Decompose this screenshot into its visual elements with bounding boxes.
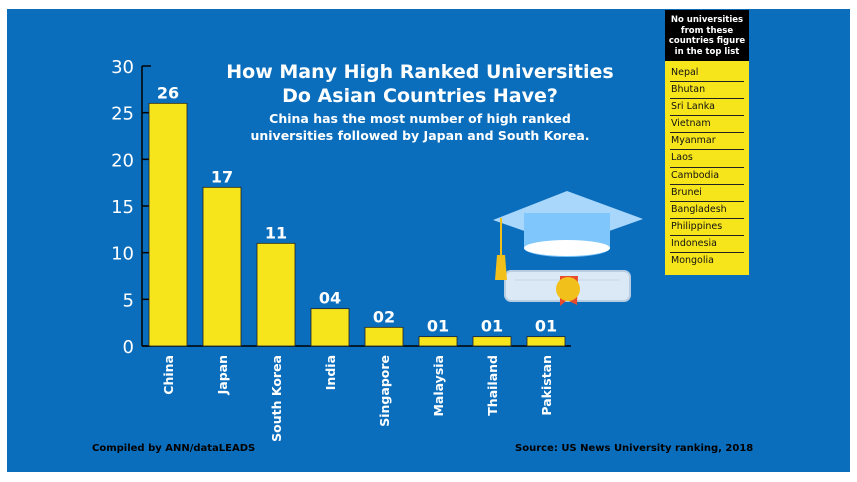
title-line-2: Do Asian Countries Have? <box>282 85 558 107</box>
bar <box>418 336 458 347</box>
chart-subtitle: China has the most number of high ranked… <box>200 110 640 144</box>
graduation-cap-diploma-icon <box>493 191 643 306</box>
legend-item: Vietnam <box>670 116 744 134</box>
legend-item: Brunei <box>670 185 744 202</box>
title-line-1: How Many High Ranked Universities <box>226 61 614 83</box>
category-label: Malaysia <box>431 355 446 417</box>
category-label: Singapore <box>377 355 392 427</box>
data-label: 17 <box>211 167 233 186</box>
data-label: 04 <box>319 289 341 308</box>
legend-item: Mongolia <box>671 255 714 267</box>
y-tick-label: 25 <box>111 104 134 125</box>
legend-item: Bhutan <box>670 82 744 100</box>
bar <box>148 102 188 347</box>
legend-item: Laos <box>670 150 744 168</box>
bar <box>472 336 512 347</box>
bar <box>526 336 566 347</box>
bar <box>364 326 404 347</box>
subtitle-line-2: universities followed by Japan and South… <box>250 128 590 143</box>
y-tick-label: 15 <box>111 197 134 218</box>
y-tick-label: 20 <box>111 150 134 171</box>
y-tick-label: 30 <box>111 57 134 78</box>
data-label: 02 <box>373 307 395 326</box>
legend-item: Philippines <box>670 219 744 236</box>
source-text: Source: US News University ranking, 2018 <box>515 443 754 454</box>
category-label: China <box>161 355 176 395</box>
legend-item: Cambodia <box>670 168 744 185</box>
data-label: 26 <box>157 83 179 102</box>
data-label: 11 <box>265 223 287 242</box>
data-label: 01 <box>427 317 449 336</box>
legend-item: Nepal <box>670 65 744 83</box>
subtitle-line-1: China has the most number of high ranked <box>269 111 571 126</box>
legend-item: Myanmar <box>670 133 744 151</box>
category-label: South Korea <box>269 355 284 442</box>
legend-item: Indonesia <box>670 236 744 254</box>
category-label: Pakistan <box>539 355 554 416</box>
category-label: Thailand <box>485 355 500 416</box>
y-tick-label: 0 <box>123 337 134 358</box>
y-tick-label: 10 <box>111 244 134 265</box>
legend-item: Bangladesh <box>670 202 744 219</box>
legend-heading: No universities from these countries fig… <box>665 10 749 61</box>
credit-text: Compiled by ANN/dataLEADS <box>92 443 256 454</box>
data-label: 01 <box>481 317 503 336</box>
category-label: India <box>323 355 338 390</box>
legend-item: Sri Lanka <box>670 99 744 117</box>
no-universities-legend: No universities from these countries fig… <box>665 10 749 275</box>
bar <box>310 308 350 347</box>
bar <box>256 242 296 347</box>
data-label: 01 <box>535 317 557 336</box>
y-tick-label: 5 <box>123 290 134 311</box>
chart-title: How Many High Ranked Universities Do Asi… <box>200 60 640 108</box>
bar <box>202 186 242 347</box>
category-label: Japan <box>215 355 230 395</box>
